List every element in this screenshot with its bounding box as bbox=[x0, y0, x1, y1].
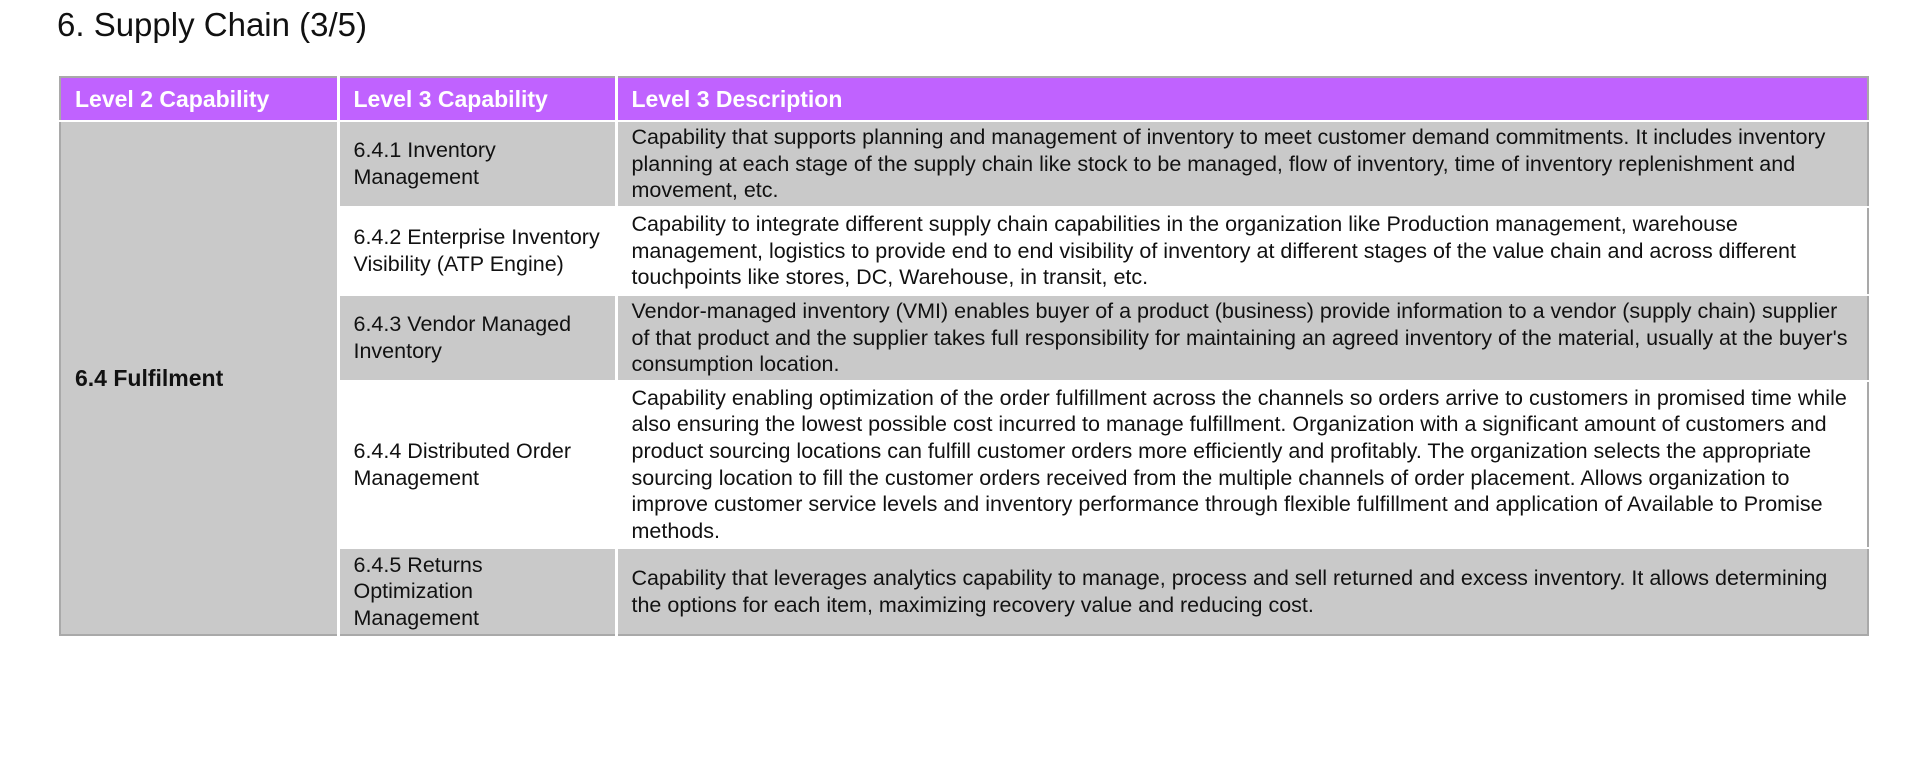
level3-capability-cell: 6.4.2 Enterprise Inventory Visibility (A… bbox=[338, 206, 618, 295]
level3-capability-cell: 6.4.4 Distributed Order Management bbox=[338, 380, 618, 548]
header-level3-description: Level 3 Description bbox=[616, 77, 1868, 121]
capability-table: Level 2 Capability Level 3 Capability Le… bbox=[59, 76, 1869, 636]
table-row: 6.4.2 Enterprise Inventory Visibility (A… bbox=[60, 206, 1868, 295]
table-row: 6.4.4 Distributed Order Management Capab… bbox=[60, 380, 1868, 548]
level3-description-cell: Capability enabling optimization of the … bbox=[616, 380, 1868, 548]
page-title: 6. Supply Chain (3/5) bbox=[57, 6, 368, 43]
header-level2-capability: Level 2 Capability bbox=[60, 77, 340, 121]
header-level3-capability: Level 3 Capability bbox=[338, 77, 618, 121]
level3-description-cell: Capability that leverages analytics capa… bbox=[616, 547, 1868, 635]
level3-description-cell: Capability to integrate different supply… bbox=[616, 206, 1868, 295]
level3-description-cell: Capability that supports planning and ma… bbox=[616, 120, 1868, 207]
table-row: 6.4.5 Returns Optimization Management Ca… bbox=[60, 547, 1868, 635]
level3-capability-cell: 6.4.1 Inventory Management bbox=[338, 120, 618, 207]
table-row: 6.4.3 Vendor Managed Inventory Vendor-ma… bbox=[60, 294, 1868, 381]
table-row: 6.4 Fulfilment 6.4.1 Inventory Managemen… bbox=[60, 120, 1868, 635]
table-header-row: Level 2 Capability Level 3 Capability Le… bbox=[60, 77, 1868, 121]
level2-capability-cell: 6.4 Fulfilment bbox=[60, 120, 340, 635]
level3-description-cell: Vendor-managed inventory (VMI) enables b… bbox=[616, 294, 1868, 381]
level3-capability-cell: 6.4.3 Vendor Managed Inventory bbox=[338, 294, 618, 381]
level3-capability-cell: 6.4.5 Returns Optimization Management bbox=[338, 547, 618, 635]
